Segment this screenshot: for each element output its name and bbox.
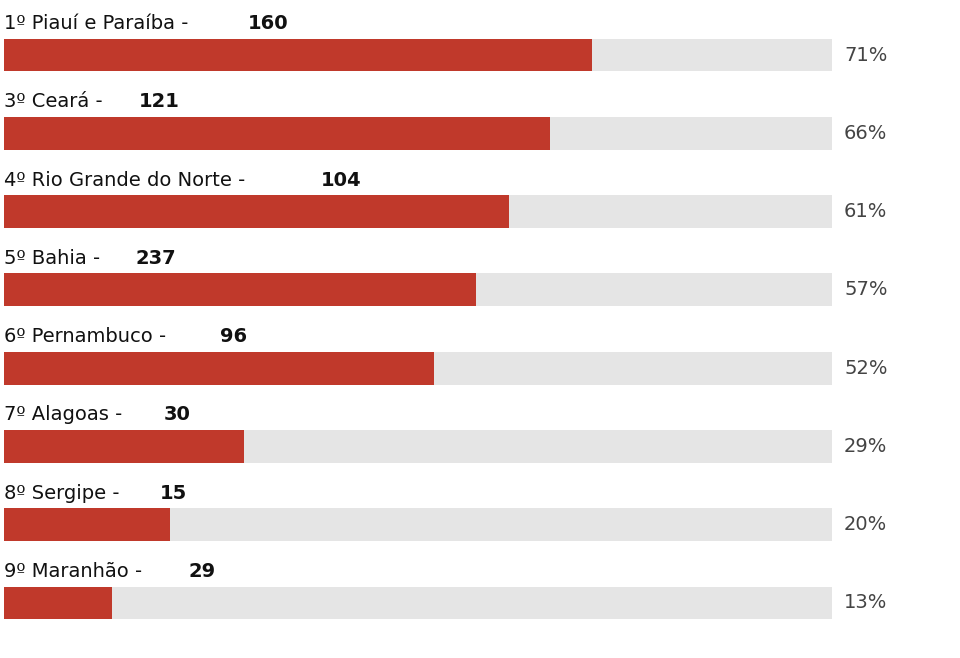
Bar — [4, 274, 476, 307]
Text: 61%: 61% — [844, 202, 887, 221]
Text: 13%: 13% — [844, 594, 887, 613]
Text: 15: 15 — [160, 484, 187, 503]
Bar — [4, 195, 831, 228]
Text: 29: 29 — [189, 562, 216, 581]
Text: 6º Pernambuco -: 6º Pernambuco - — [4, 327, 173, 346]
Text: 237: 237 — [135, 249, 176, 268]
Bar — [4, 117, 550, 150]
Bar — [4, 274, 831, 307]
Bar — [4, 195, 509, 228]
Text: 121: 121 — [138, 92, 180, 111]
Text: 3º Ceará -: 3º Ceará - — [4, 92, 109, 111]
Text: 66%: 66% — [844, 124, 887, 143]
Bar — [4, 39, 831, 72]
Bar — [4, 430, 831, 463]
Bar — [4, 117, 831, 150]
Bar — [4, 351, 831, 384]
Text: 104: 104 — [321, 170, 361, 190]
Text: 8º Sergipe -: 8º Sergipe - — [4, 484, 126, 503]
Text: 5º Bahia -: 5º Bahia - — [4, 249, 107, 268]
Bar — [4, 39, 591, 72]
Bar — [4, 508, 170, 541]
Text: 9º Maranhão -: 9º Maranhão - — [4, 562, 149, 581]
Text: 52%: 52% — [844, 359, 888, 378]
Bar — [4, 351, 435, 384]
Text: 7º Alagoas -: 7º Alagoas - — [4, 405, 129, 424]
Bar — [4, 586, 111, 619]
Text: 29%: 29% — [844, 437, 887, 456]
Text: 57%: 57% — [844, 280, 888, 299]
Text: 96: 96 — [220, 327, 247, 346]
Bar — [4, 508, 831, 541]
Text: 160: 160 — [248, 14, 289, 33]
Text: 4º Rio Grande do Norte -: 4º Rio Grande do Norte - — [4, 170, 252, 190]
Text: 30: 30 — [163, 405, 190, 424]
Text: 20%: 20% — [844, 515, 887, 534]
Text: 71%: 71% — [844, 45, 887, 64]
Bar — [4, 430, 244, 463]
Bar — [4, 586, 831, 619]
Text: 1º Piauí e Paraíba -: 1º Piauí e Paraíba - — [4, 14, 195, 33]
